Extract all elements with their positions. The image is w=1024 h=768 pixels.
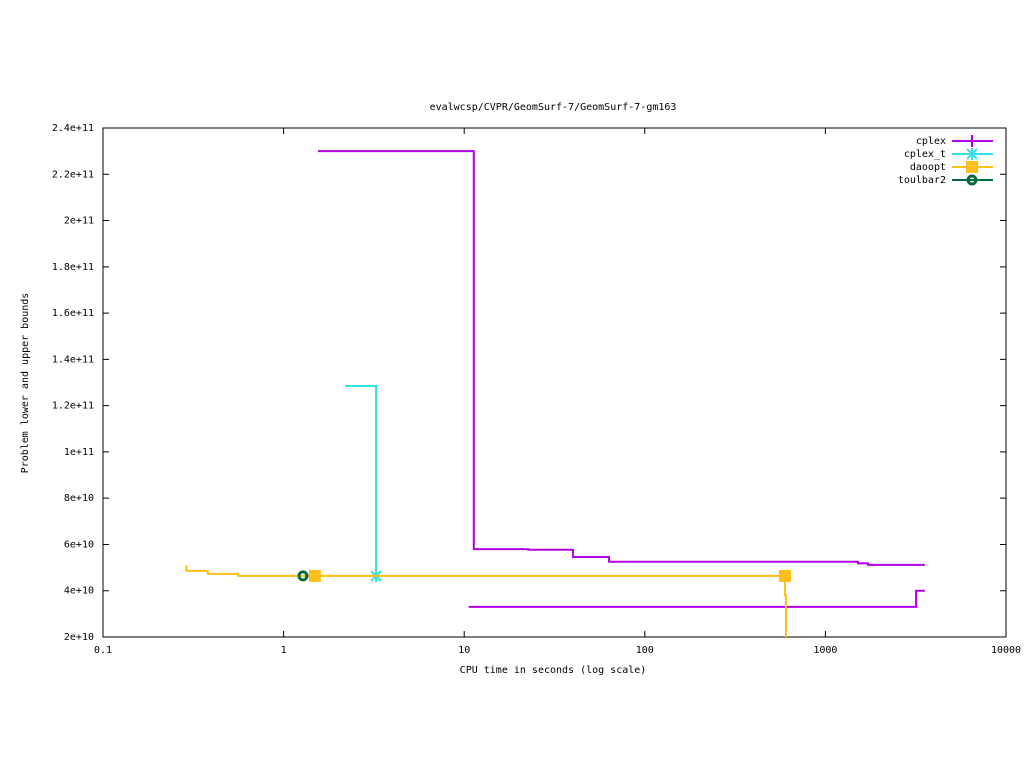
series-line — [185, 565, 787, 637]
marker — [308, 569, 321, 582]
plot-frame — [102, 127, 1007, 638]
y-tick-label: 1.4e+11 — [52, 354, 94, 365]
y-tick-label: 1e+11 — [64, 447, 94, 458]
marker — [778, 569, 791, 582]
x-tick-label: 1000 — [813, 645, 837, 656]
y-tick-label: 2.2e+11 — [52, 169, 94, 180]
marker — [297, 570, 309, 582]
y-tick-label: 8e+10 — [64, 493, 94, 504]
legend-label: daoopt — [910, 162, 946, 173]
x-tick-label: 10 — [458, 645, 470, 656]
plot-area — [185, 150, 925, 637]
x-axis-label: CPU time in seconds (log scale) — [460, 665, 647, 676]
x-tick-label: 100 — [636, 645, 654, 656]
y-tick-label: 1.2e+11 — [52, 401, 94, 412]
y-tick-label: 2e+10 — [64, 632, 94, 643]
series-line — [317, 150, 925, 608]
legend-label: cplex_t — [904, 149, 946, 160]
y-tick-label: 4e+10 — [64, 586, 94, 597]
x-tick-label: 0.1 — [94, 645, 112, 656]
marker — [966, 135, 978, 147]
y-axis-label: Problem lower and upper bounds — [20, 293, 31, 474]
legend-label: cplex — [916, 136, 946, 147]
x-tick-label: 10000 — [991, 645, 1021, 656]
x-tick-label: 1 — [281, 645, 287, 656]
marker — [966, 148, 978, 160]
y-tick-label: 2e+11 — [64, 216, 94, 227]
y-tick-label: 6e+10 — [64, 539, 94, 550]
marker — [966, 161, 978, 173]
series-line — [345, 384, 378, 576]
y-tick-label: 2.4e+11 — [52, 123, 94, 134]
chart-title: evalwcsp/CVPR/GeomSurf-7/GeomSurf-7-gm16… — [430, 102, 677, 113]
y-tick-label: 1.8e+11 — [52, 262, 94, 273]
legend-label: toulbar2 — [898, 175, 946, 186]
marker — [966, 174, 978, 186]
y-tick-label: 1.6e+11 — [52, 308, 94, 319]
